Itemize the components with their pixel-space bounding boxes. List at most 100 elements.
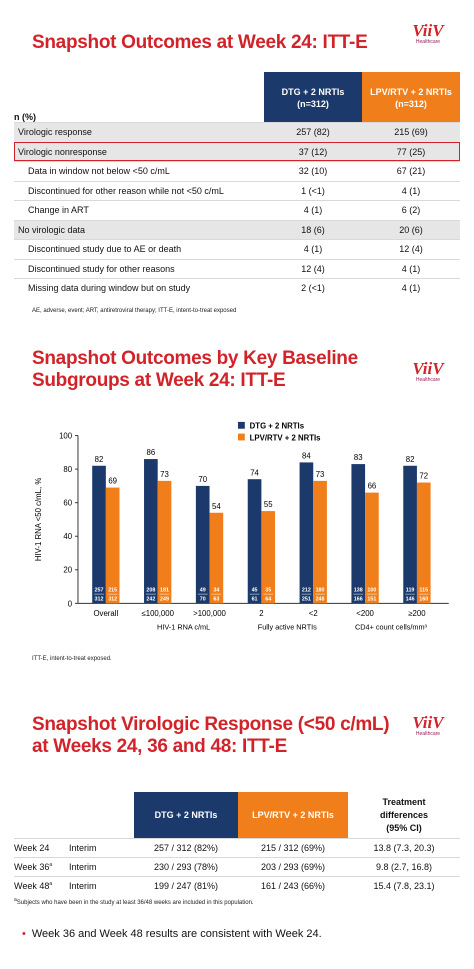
bar-fraction-denominator: 63: [213, 596, 219, 602]
y-tick-label: 80: [63, 465, 72, 474]
viiv-logo: ViiV Healthcare: [406, 360, 450, 386]
row-value-lpv: 203 / 293 (69%): [260, 862, 326, 872]
legend-swatch: [237, 421, 245, 429]
row-value-lpv: 161 / 243 (66%): [260, 881, 326, 891]
bar-dtg: [351, 464, 366, 604]
row-value-dtg: 2 (<1): [301, 283, 325, 293]
x-tick-label: <200: [356, 609, 374, 618]
bar-fraction-numerator: 138: [354, 588, 363, 594]
header-diff-line3: (95% CI): [386, 823, 422, 833]
bar-lpv: [209, 512, 224, 604]
bar-fraction-numerator: 45: [252, 588, 258, 594]
bar-value-label: 69: [108, 477, 117, 486]
row-value-lpv: 4 (1): [401, 185, 421, 196]
bar-lpv: [416, 482, 431, 604]
slide2-title-line2: Subgroups at Week 24: ITT-E: [32, 370, 286, 391]
slide3-title-line1: Snapshot Virologic Response (<50 c/mL): [32, 714, 390, 735]
x-tick-label: <2: [309, 609, 318, 618]
bar-fraction-numerator: 215: [108, 588, 117, 594]
bar-fraction-numerator: 212: [302, 588, 311, 594]
x-tick-label: Overall: [93, 609, 118, 618]
bar-value-label: 73: [160, 470, 169, 479]
row-label: Data in window not below <50 c/mL: [28, 166, 170, 176]
bar-lpv: [157, 480, 172, 604]
slide-week24-outcomes: Snapshot Outcomes at Week 24: ITT-E ViiV…: [0, 0, 474, 328]
bar-fraction-denominator: 146: [406, 596, 415, 602]
bar-dtg: [247, 479, 262, 604]
bar-fraction-denominator: 151: [367, 596, 376, 602]
bar-fraction-numerator: 100: [367, 588, 376, 594]
row-week-marker: a: [49, 862, 53, 868]
row-week-label: Week 36: [14, 862, 50, 872]
slide2-title: Snapshot Outcomes by Key Baseline Subgro…: [32, 348, 358, 392]
row-week: Week 24: [14, 839, 49, 858]
response-table: DTG + 2 NRTIs LPV/RTV + 2 NRTIs Treatmen…: [14, 792, 460, 895]
bar-fraction-denominator: 242: [146, 596, 155, 602]
bar-lpv: [313, 480, 327, 604]
bullet-dot-icon: •: [22, 928, 26, 940]
legend-label: DTG + 2 NRTIs: [250, 422, 305, 431]
bar-value-label: 55: [264, 500, 273, 509]
logo-sub: Healthcare: [415, 377, 441, 383]
bar-value-label: 83: [354, 453, 363, 462]
slide2-footnote: ITT-E, intent-to-treat exposed.: [32, 656, 112, 662]
bar-dtg: [195, 485, 210, 604]
bar-lpv: [105, 487, 120, 604]
n-percent-label: n (%): [14, 112, 36, 122]
row-value-dtg: 199 / 247 (81%): [153, 881, 219, 891]
slide1-footnote: AE, adverse, event; ART, antiretroviral …: [32, 308, 237, 314]
row-value-dtg: 230 / 293 (78%): [153, 862, 219, 872]
row-week-label: Week 24: [14, 843, 50, 853]
bar-value-label: 54: [212, 502, 221, 511]
row-label: Virologic nonresponse: [18, 146, 107, 157]
row-analysis: Interim: [69, 843, 97, 853]
bar-lpv: [261, 511, 276, 604]
row-label: No virologic data: [18, 224, 86, 235]
row-label: Discontinued study due to AE or death: [28, 244, 182, 254]
table-row: No virologic data 18 (6) 20 (6): [14, 219, 460, 239]
bullet-point: • Week 36 and Week 48 results are consist…: [22, 928, 322, 940]
row-value-lpv: 215 (69): [394, 127, 428, 137]
table-row: Week 36a Interim 230 / 293 (78%) 203 / 293 …: [14, 857, 460, 876]
y-tick-label: 60: [63, 499, 72, 508]
slide-baseline-subgroups: Snapshot Outcomes by Key Baseline Subgro…: [0, 338, 474, 678]
y-tick-label: 20: [63, 566, 72, 575]
row-value-dtg: 1 (<1): [301, 185, 325, 196]
bar-fraction-denominator: 160: [419, 596, 428, 602]
table-row: Virologic nonresponse 37 (12) 77 (25): [14, 141, 460, 161]
legend-label: LPV/RTV + 2 NRTIs: [250, 433, 322, 442]
header-diff-line2: differences: [379, 810, 429, 820]
bar-fraction-numerator: 115: [419, 588, 428, 594]
viiv-logo: ViiV Healthcare: [406, 714, 450, 740]
bar-fraction-denominator: 251: [302, 596, 311, 602]
row-label: Change in ART: [28, 205, 89, 215]
x-group-label: HIV-1 RNA c/mL: [157, 623, 210, 632]
table-row: Data in window not below <50 c/mL 32 (10)…: [14, 161, 460, 181]
row-value-dtg: 257 / 312 (82%): [153, 843, 219, 853]
bar-value-label: 82: [406, 455, 415, 464]
row-difference: 15.4 (7.8, 23.1): [373, 881, 435, 891]
logo-sub: Healthcare: [415, 731, 441, 737]
bar-fraction-numerator: 208: [146, 588, 155, 594]
header-dtg-label: DTG + 2 NRTIs: [281, 87, 345, 97]
slide3-footnote: aSubjects who have been in the study at …: [14, 898, 254, 907]
bar-fraction-numerator: 257: [95, 588, 104, 594]
response-table-body: Week 24 Interim 257 / 312 (82%) 215 / 312 (…: [14, 838, 460, 895]
row-value-lpv: 4 (1): [401, 283, 421, 293]
row-value-lpv: 67 (21): [396, 166, 426, 176]
bar-fraction-denominator: 61: [252, 596, 258, 602]
table-body: Virologic response 257 (82) 215 (69) Virolo…: [14, 122, 460, 298]
row-value-dtg: 257 (82): [296, 127, 330, 137]
y-tick-label: 100: [59, 431, 73, 440]
response-table-header: DTG + 2 NRTIs LPV/RTV + 2 NRTIs Treatmen…: [14, 792, 460, 838]
legend-swatch: [237, 433, 245, 441]
slide3-title: Snapshot Virologic Response (<50 c/mL) a…: [32, 714, 390, 758]
row-analysis: Interim: [69, 881, 97, 891]
bar-value-label: 84: [302, 452, 311, 461]
table-row: Discontinued study for other reasons 12 (…: [14, 258, 460, 279]
x-tick-label: ≤100,000: [141, 609, 174, 618]
y-tick-label: 40: [63, 532, 72, 541]
outcomes-table: n (%) DTG + 2 NRTIs (n=312) LPV/RTV + 2 …: [14, 72, 460, 298]
table-row: Discontinued for other reason while not …: [14, 180, 460, 201]
logo-mark: ViiV: [412, 713, 444, 732]
